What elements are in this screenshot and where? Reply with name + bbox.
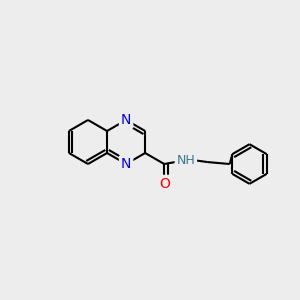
Text: NH: NH xyxy=(176,154,195,167)
Text: N: N xyxy=(121,157,131,171)
Text: O: O xyxy=(159,177,170,191)
Text: N: N xyxy=(121,113,131,127)
